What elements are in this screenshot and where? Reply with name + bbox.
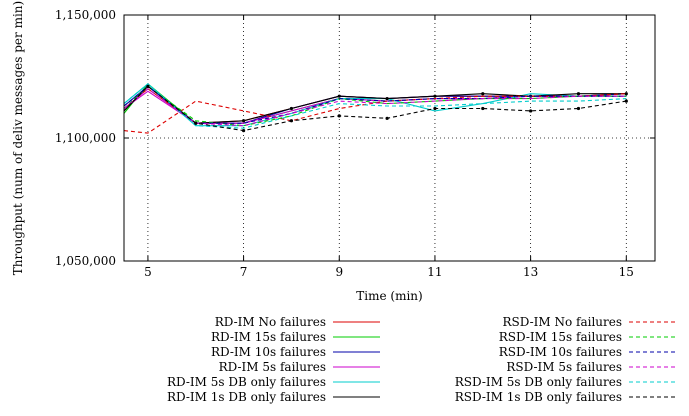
series-line — [123, 83, 627, 127]
series-point — [624, 92, 628, 96]
series-point — [433, 94, 437, 98]
series-line — [123, 93, 627, 134]
series-line — [123, 85, 627, 124]
series-point — [624, 99, 628, 103]
legend-label: RSD-IM 15s failures — [499, 330, 622, 344]
axis-ticks: 5 7 9 11 13 15 1,050,000 1,100,000 1,150,000 — [55, 8, 655, 279]
series-point — [576, 106, 581, 111]
series-point — [289, 119, 294, 123]
y-axis-title: Throughput (num of deliv messages per mi… — [11, 1, 25, 275]
series-point — [529, 109, 533, 113]
legend-label: RSD-IM 10s failures — [499, 345, 622, 359]
series-point — [241, 119, 246, 123]
series-point — [289, 106, 294, 111]
series-point — [576, 92, 581, 96]
series-point — [385, 97, 389, 101]
legend-label: RD-IM 10s failures — [211, 345, 326, 359]
x-tick-label: 7 — [240, 265, 248, 279]
legend-label: RSD-IM 1s DB only failures — [455, 390, 622, 404]
grid-lines — [124, 15, 655, 261]
x-tick-label: 5 — [144, 265, 152, 279]
legend-label: RD-IM 1s DB only failures — [167, 390, 326, 404]
series-line — [123, 83, 627, 129]
legend-label: RSD-IM 5s DB only failures — [455, 375, 622, 389]
x-tick-label: 15 — [619, 265, 634, 279]
series-point — [481, 92, 485, 96]
x-axis-title: Time (min) — [356, 289, 422, 303]
series-point — [481, 106, 485, 111]
series-lines — [123, 83, 628, 134]
series-point — [337, 114, 341, 118]
legend-label: RSD-IM 5s failures — [506, 360, 622, 374]
y-tick-label: 1,100,000 — [55, 131, 116, 145]
series-point — [433, 106, 437, 111]
series-point — [385, 116, 389, 120]
y-tick-label: 1,150,000 — [55, 8, 116, 22]
x-tick-label: 11 — [427, 265, 442, 279]
series-point — [194, 121, 198, 125]
y-tick-label: 1,050,000 — [55, 254, 116, 268]
x-tick-label: 9 — [335, 265, 343, 279]
series-point — [241, 129, 246, 133]
x-tick-label: 13 — [523, 265, 538, 279]
plot-frame — [123, 14, 656, 262]
legend-label: RD-IM 15s failures — [211, 330, 326, 344]
series-line — [123, 85, 627, 127]
legend-label: RD-IM 5s DB only failures — [167, 375, 326, 389]
series-point — [337, 94, 341, 98]
series-point — [146, 84, 150, 88]
series-line — [123, 85, 627, 132]
legend-label: RSD-IM No failures — [502, 315, 622, 329]
legend-label: RD-IM No failures — [215, 315, 326, 329]
legend-label: RD-IM 5s failures — [219, 360, 326, 374]
